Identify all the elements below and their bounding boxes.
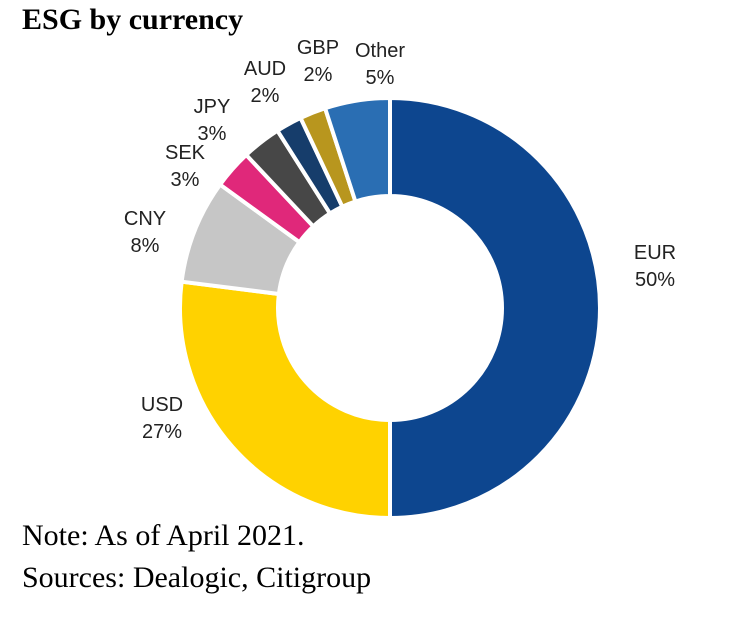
donut-slices bbox=[178, 95, 602, 521]
slice-value-gbp: 2% bbox=[304, 64, 333, 86]
slice-label-aud: AUD bbox=[244, 58, 286, 80]
slice-value-cny: 8% bbox=[131, 235, 160, 257]
slice-label-sek: SEK bbox=[165, 142, 206, 164]
slice-value-aud: 2% bbox=[251, 85, 280, 107]
slice-eur bbox=[388, 95, 602, 521]
slice-usd bbox=[178, 279, 392, 521]
note-text: Note: As of April 2021. bbox=[22, 519, 305, 552]
slice-label-eur: EUR bbox=[634, 242, 676, 264]
slice-other bbox=[322, 95, 392, 205]
slice-label-usd: USD bbox=[141, 394, 183, 416]
chart-title: ESG by currency bbox=[22, 3, 244, 36]
slice-value-other: 5% bbox=[366, 67, 395, 89]
slice-labels: EUR50%USD27%CNY8%SEK3%JPY3%AUD2%GBP2%Oth… bbox=[124, 37, 676, 443]
sources-text: Sources: Dealogic, Citigroup bbox=[22, 561, 372, 594]
slice-label-other: Other bbox=[355, 40, 405, 62]
slice-label-jpy: JPY bbox=[194, 96, 231, 118]
slice-value-usd: 27% bbox=[142, 421, 182, 443]
slice-value-eur: 50% bbox=[635, 269, 675, 291]
slice-value-sek: 3% bbox=[171, 169, 200, 191]
slice-value-jpy: 3% bbox=[198, 123, 227, 145]
slice-label-gbp: GBP bbox=[297, 37, 339, 59]
slice-label-cny: CNY bbox=[124, 208, 166, 230]
